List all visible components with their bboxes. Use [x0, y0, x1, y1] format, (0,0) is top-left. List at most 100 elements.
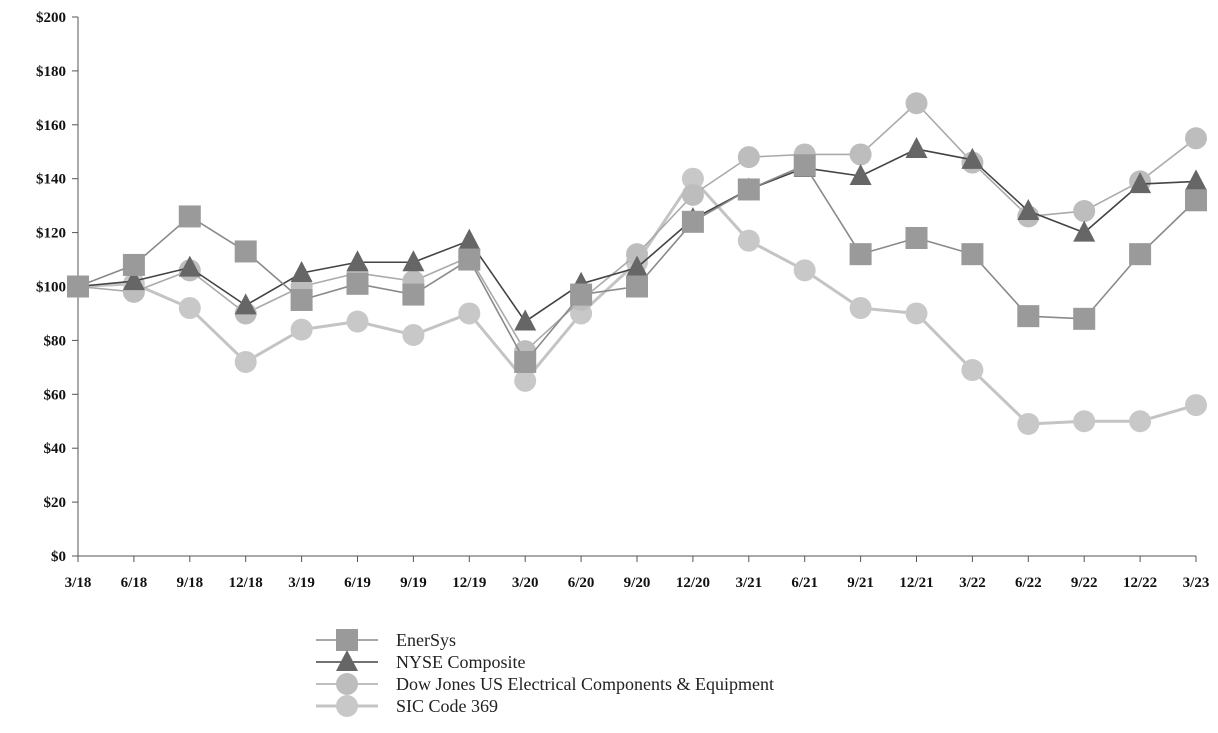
data-point — [849, 164, 872, 186]
x-tick-label: 3/22 — [959, 575, 986, 591]
data-point — [1129, 410, 1152, 433]
x-tick-label: 6/21 — [791, 575, 818, 591]
data-point — [793, 259, 816, 282]
x-tick-label: 12/22 — [1123, 575, 1157, 591]
data-point — [849, 297, 872, 320]
legend-item: NYSE Composite — [316, 650, 526, 672]
data-point — [1017, 199, 1040, 221]
data-point — [737, 229, 760, 252]
x-tick-label: 6/20 — [568, 575, 595, 591]
x-tick-label: 6/18 — [121, 575, 148, 591]
data-point — [961, 243, 984, 266]
data-point — [1129, 243, 1152, 266]
data-point — [234, 293, 257, 315]
legend-label: NYSE Composite — [396, 652, 526, 672]
data-point — [234, 240, 257, 263]
series-nyse-composite — [67, 137, 1207, 331]
data-point — [122, 253, 145, 276]
y-tick-label: $120 — [36, 226, 66, 242]
data-point — [1017, 305, 1040, 328]
data-point — [1073, 307, 1096, 330]
data-point — [681, 210, 704, 233]
data-point — [1129, 172, 1152, 194]
x-tick-label: 3/18 — [65, 575, 92, 591]
data-point — [514, 350, 537, 373]
data-point — [346, 310, 369, 333]
x-tick-label: 12/19 — [452, 575, 486, 591]
data-point — [346, 272, 369, 295]
data-point — [961, 359, 984, 382]
data-point — [178, 255, 201, 277]
x-tick-label: 3/20 — [512, 575, 539, 591]
data-point — [178, 205, 201, 228]
y-tick-label: $80 — [44, 333, 67, 349]
y-tick-label: $100 — [36, 280, 66, 296]
data-point — [626, 275, 648, 298]
data-point — [849, 143, 872, 166]
legend-label: Dow Jones US Electrical Components & Equ… — [396, 674, 774, 694]
data-point — [122, 269, 145, 291]
data-point — [290, 261, 313, 283]
data-point — [905, 137, 928, 159]
data-point — [402, 250, 425, 272]
legend-marker — [336, 629, 358, 651]
data-point — [67, 275, 89, 298]
x-tick-label: 3/23 — [1183, 575, 1210, 591]
y-tick-label: $0 — [51, 549, 66, 565]
x-tick-label: 9/19 — [400, 575, 427, 591]
data-point — [626, 243, 648, 266]
data-point — [961, 147, 984, 169]
legend-marker — [336, 673, 358, 695]
y-tick-label: $140 — [36, 172, 66, 188]
data-point — [849, 243, 872, 266]
data-point — [402, 324, 425, 347]
data-point — [681, 183, 704, 206]
data-point — [178, 297, 201, 320]
legend-marker — [336, 650, 358, 671]
data-point — [402, 283, 425, 306]
legend-item: EnerSys — [316, 629, 456, 651]
data-point — [290, 318, 313, 341]
x-tick-label: 9/21 — [847, 575, 874, 591]
data-point — [905, 226, 928, 249]
legend-label: SIC Code 369 — [396, 696, 498, 716]
data-point — [737, 146, 760, 169]
data-point — [1185, 127, 1207, 150]
x-tick-label: 12/20 — [676, 575, 710, 591]
data-point — [1073, 200, 1096, 223]
data-point — [1017, 412, 1040, 435]
y-tick-label: $20 — [44, 495, 67, 511]
data-point — [1185, 169, 1207, 191]
x-tick-label: 3/21 — [735, 575, 762, 591]
legend-marker — [336, 695, 358, 717]
chart-series — [67, 92, 1207, 435]
series-enersys — [67, 154, 1207, 373]
data-point — [681, 167, 704, 190]
data-point — [346, 250, 369, 272]
data-point — [514, 309, 537, 331]
y-tick-label: $160 — [36, 118, 66, 134]
x-tick-label: 12/18 — [229, 575, 263, 591]
series-sic-code-369 — [67, 167, 1207, 435]
data-point — [234, 350, 257, 373]
data-point — [290, 288, 313, 311]
data-point — [905, 302, 928, 325]
y-tick-label: $40 — [44, 441, 67, 457]
x-tick-label: 12/21 — [899, 575, 933, 591]
data-point — [458, 248, 481, 271]
data-point — [793, 154, 816, 177]
y-tick-label: $200 — [36, 10, 66, 26]
legend-item: Dow Jones US Electrical Components & Equ… — [316, 673, 774, 695]
data-point — [458, 302, 481, 325]
x-tick-label: 6/19 — [344, 575, 371, 591]
legend-label: EnerSys — [396, 630, 456, 650]
data-point — [514, 369, 537, 392]
data-point — [1073, 410, 1096, 433]
chart-axes: $0 $20 $40 $60 $80 $100 $120 $140 $160 $180 $200 3/… — [36, 10, 1209, 591]
data-point — [1073, 220, 1096, 242]
data-point — [458, 228, 481, 250]
x-tick-label: 6/22 — [1015, 575, 1042, 591]
y-tick-label: $180 — [36, 64, 66, 80]
